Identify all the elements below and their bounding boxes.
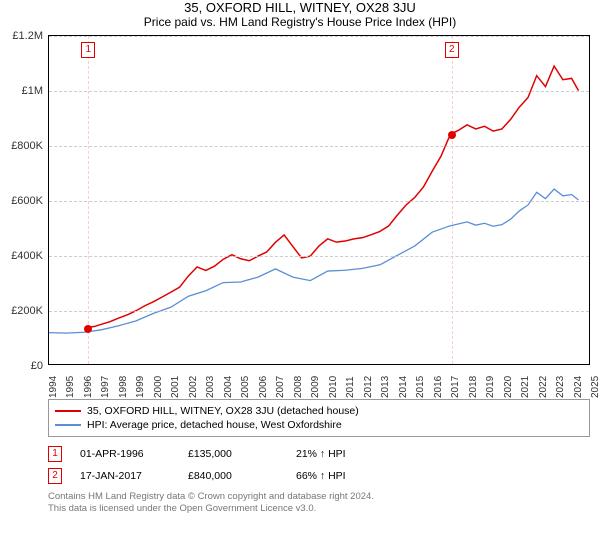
sale-delta: 66% ↑ HPI	[296, 470, 386, 482]
x-axis-label: 2025	[590, 376, 600, 398]
x-axis-label: 2019	[485, 376, 496, 398]
x-axis-label: 2024	[573, 376, 584, 398]
x-axis-label: 2015	[415, 376, 426, 398]
legend: 35, OXFORD HILL, WITNEY, OX28 3JU (detac…	[48, 399, 590, 437]
sale-marker-line	[88, 36, 89, 364]
x-axis-label: 2001	[170, 376, 181, 398]
x-axis-label: 1998	[118, 376, 129, 398]
plot-region: £0£200K£400K£600K£800K£1M£1.2M12	[48, 35, 590, 365]
x-axis-label: 2005	[240, 376, 251, 398]
series-line-price_paid	[88, 66, 578, 327]
sale-marker-badge: 2	[445, 42, 459, 58]
sale-price: £135,000	[188, 448, 278, 460]
x-axis-label: 2012	[363, 376, 374, 398]
legend-label: 35, OXFORD HILL, WITNEY, OX28 3JU (detac…	[87, 405, 359, 417]
x-axis-label: 2008	[293, 376, 304, 398]
x-axis-label: 2000	[153, 376, 164, 398]
x-axis-label: 1997	[100, 376, 111, 398]
x-axis-label: 1994	[48, 376, 59, 398]
y-axis-label: £0	[31, 360, 43, 372]
x-axis-label: 2010	[328, 376, 339, 398]
legend-row: 35, OXFORD HILL, WITNEY, OX28 3JU (detac…	[55, 404, 583, 418]
y-gridline	[49, 91, 589, 92]
x-axis-label: 2014	[398, 376, 409, 398]
sale-date: 17-JAN-2017	[80, 470, 170, 482]
x-axis-label: 2021	[520, 376, 531, 398]
x-axis-label: 2020	[503, 376, 514, 398]
y-gridline	[49, 36, 589, 37]
y-axis-label: £600K	[11, 195, 43, 207]
sale-number-badge: 1	[48, 446, 62, 462]
x-axis-label: 2016	[433, 376, 444, 398]
chart-subtitle: Price paid vs. HM Land Registry's House …	[0, 15, 600, 29]
x-axis-label: 2013	[380, 376, 391, 398]
legend-swatch	[55, 424, 81, 426]
x-axis-label: 2011	[345, 376, 356, 398]
footnote: Contains HM Land Registry data © Crown c…	[48, 491, 590, 516]
sale-row: 2 17-JAN-2017 £840,000 66% ↑ HPI	[48, 465, 590, 487]
x-axis-label: 2007	[275, 376, 286, 398]
y-gridline	[49, 146, 589, 147]
sale-marker-badge: 1	[81, 42, 95, 58]
x-axis-label: 2017	[450, 376, 461, 398]
x-axis-label: 2009	[310, 376, 321, 398]
sale-date: 01-APR-1996	[80, 448, 170, 460]
y-gridline	[49, 311, 589, 312]
footnote-line: This data is licensed under the Open Gov…	[48, 503, 590, 515]
x-axis-label: 2002	[188, 376, 199, 398]
y-gridline	[49, 256, 589, 257]
sale-price: £840,000	[188, 470, 278, 482]
footnote-line: Contains HM Land Registry data © Crown c…	[48, 491, 590, 503]
y-axis-label: £200K	[11, 305, 43, 317]
legend-label: HPI: Average price, detached house, West…	[87, 419, 342, 431]
x-axis-label: 2023	[555, 376, 566, 398]
sales-table: 1 01-APR-1996 £135,000 21% ↑ HPI 2 17-JAN-201…	[48, 443, 590, 487]
y-axis-label: £1.2M	[12, 30, 43, 42]
line-svg	[49, 36, 589, 364]
y-axis-label: £400K	[11, 250, 43, 262]
sale-marker-dot	[448, 131, 456, 139]
sale-number-badge: 2	[48, 468, 62, 484]
y-gridline	[49, 201, 589, 202]
x-axis-label: 1996	[83, 376, 94, 398]
sale-row: 1 01-APR-1996 £135,000 21% ↑ HPI	[48, 443, 590, 465]
x-axis-label: 2018	[468, 376, 479, 398]
chart-area: £0£200K£400K£600K£800K£1M£1.2M12 1994199…	[48, 35, 590, 395]
sale-marker-line	[452, 36, 453, 364]
chart-title: 35, OXFORD HILL, WITNEY, OX28 3JU	[0, 0, 600, 15]
legend-row: HPI: Average price, detached house, West…	[55, 418, 583, 432]
sale-marker-dot	[84, 325, 92, 333]
x-axis-label: 2006	[258, 376, 269, 398]
x-axis-label: 2004	[223, 376, 234, 398]
y-axis-label: £800K	[11, 140, 43, 152]
x-axis-label: 1995	[65, 376, 76, 398]
x-axis-label: 2022	[538, 376, 549, 398]
x-axis-label: 2003	[205, 376, 216, 398]
x-axis-label: 1999	[135, 376, 146, 398]
sale-delta: 21% ↑ HPI	[296, 448, 386, 460]
y-axis-label: £1M	[22, 85, 43, 97]
legend-swatch	[55, 410, 81, 412]
